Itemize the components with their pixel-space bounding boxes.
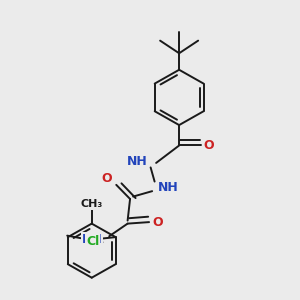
Text: O: O (152, 216, 163, 229)
Text: NH: NH (82, 233, 103, 246)
Text: Cl: Cl (86, 235, 99, 248)
Text: NH: NH (127, 155, 148, 168)
Text: O: O (204, 139, 214, 152)
Text: NH: NH (158, 181, 178, 194)
Text: O: O (102, 172, 112, 185)
Text: CH₃: CH₃ (81, 199, 103, 209)
